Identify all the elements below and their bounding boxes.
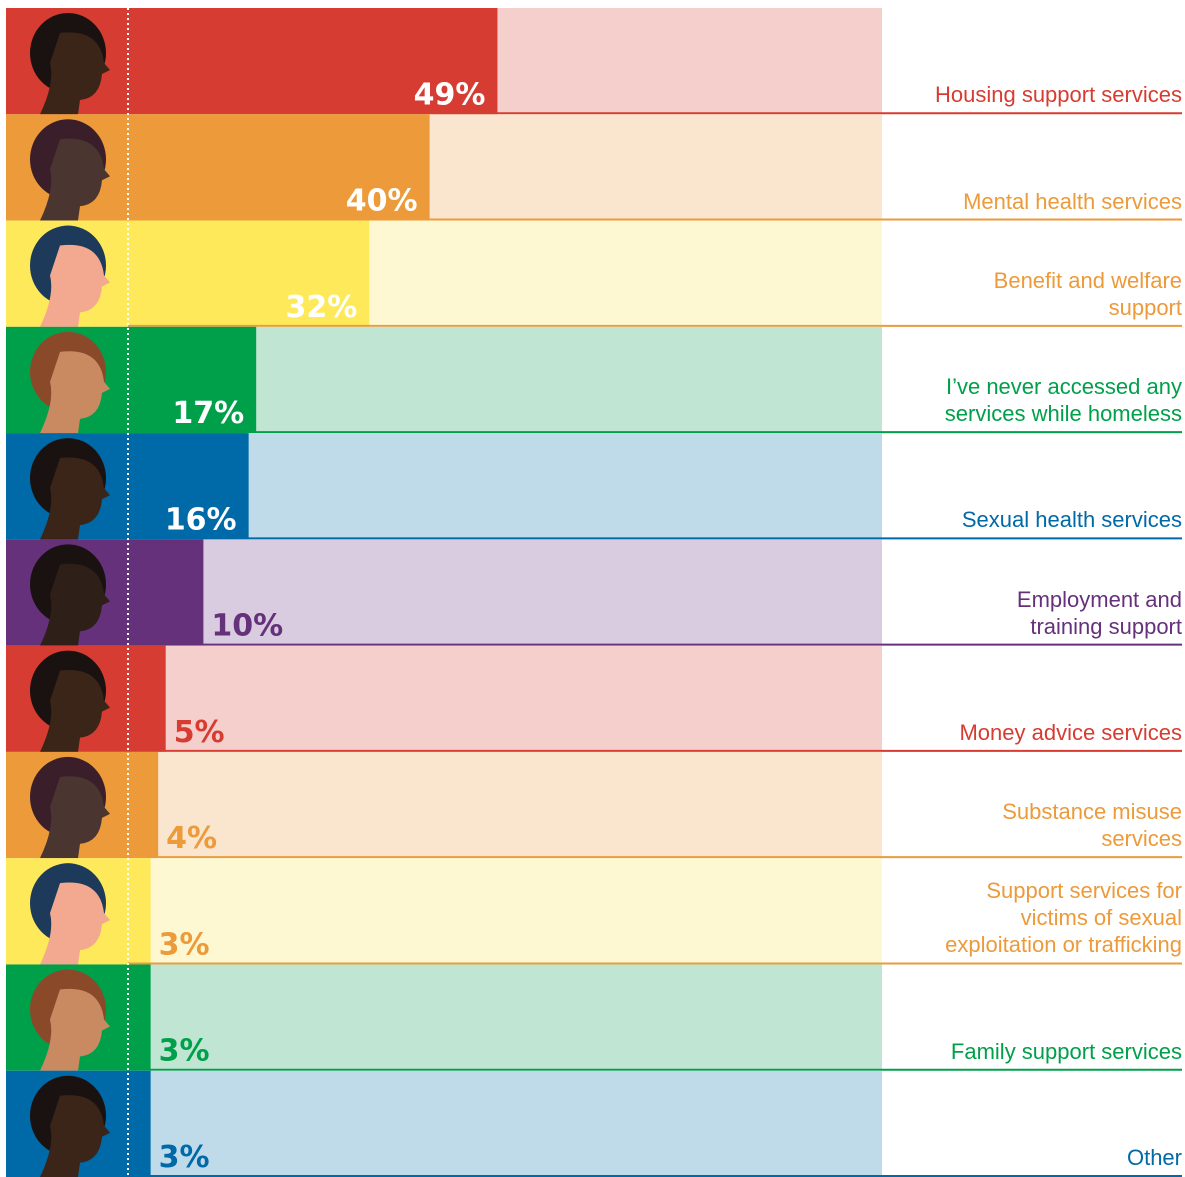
category-label: Benefit and welfare support [993,267,1182,320]
bar-background [128,539,882,646]
face [40,882,110,965]
category-label: Support services for victims of sexual e… [945,878,1182,958]
category-label: Family support services [950,1038,1182,1064]
bar [128,220,370,327]
bar [128,645,166,752]
value-label: 3% [159,1034,210,1069]
value-label: 16% [165,502,237,537]
category-label: Other [1126,1145,1182,1170]
bar-background [128,645,882,752]
face [40,1095,110,1177]
category-label: Housing support services [934,82,1182,108]
bar [128,8,498,115]
value-label: 3% [159,927,210,962]
face [40,670,110,752]
category-label: Employment and training support [1016,586,1182,639]
category-label: Mental health services [963,188,1182,214]
category-label: I’ve never accessed any services while h… [944,374,1182,427]
value-label: 3% [159,1140,210,1175]
face [40,32,110,115]
face [40,457,110,540]
value-label: 32% [285,290,357,325]
bar [128,326,257,434]
category-label: Sexual health services [961,507,1182,533]
face [40,351,110,434]
bar-background [128,751,882,859]
face [40,244,110,327]
value-label: 10% [211,609,283,644]
value-label: 5% [174,715,225,750]
category-label: Substance misuse services [1002,799,1182,852]
bar-background [128,1070,882,1177]
value-label: 40% [346,184,418,219]
bar [128,1070,151,1177]
value-label: 17% [172,396,244,431]
face [40,776,110,859]
category-label: Money advice services [959,719,1182,745]
bar [128,858,151,965]
face [40,988,110,1071]
bar-background [128,964,882,1071]
bar [128,751,159,859]
value-label: 49% [414,77,486,112]
bar [128,114,430,221]
face [40,138,110,221]
bar [128,433,249,540]
bar [128,964,151,1071]
face [40,563,110,646]
bar-background [128,858,882,965]
value-label: 4% [166,821,217,856]
bar [128,539,204,646]
bar-background [128,433,882,540]
